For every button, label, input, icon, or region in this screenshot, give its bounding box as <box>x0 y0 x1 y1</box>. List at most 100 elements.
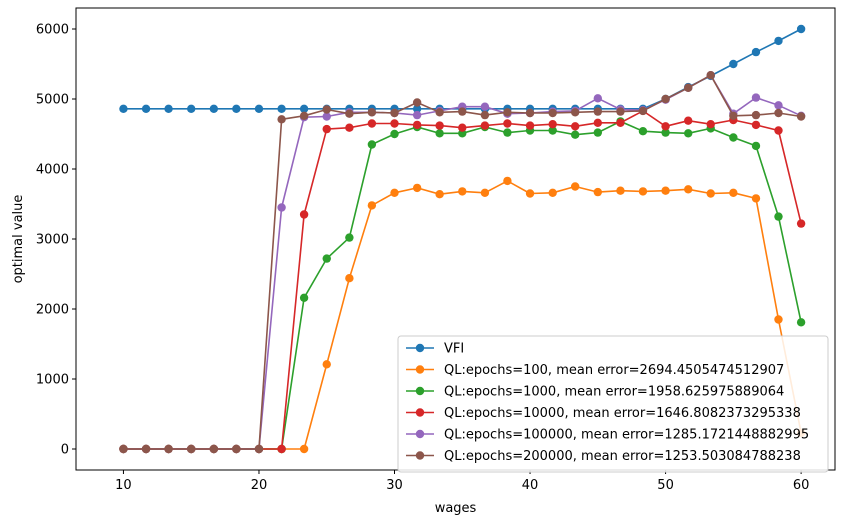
x-tick-label: 50 <box>657 478 674 493</box>
data-point <box>638 127 648 136</box>
data-point <box>548 126 557 135</box>
data-point <box>593 107 603 116</box>
data-point <box>796 219 806 228</box>
data-point <box>322 254 331 263</box>
data-point <box>119 444 128 454</box>
data-point <box>616 107 625 116</box>
legend-label: QL:epochs=200000, mean error=1253.503084… <box>444 449 801 464</box>
data-point <box>593 118 603 128</box>
y-tick-label: 0 <box>61 443 69 458</box>
data-point <box>164 104 173 114</box>
data-point <box>570 108 580 117</box>
data-point <box>593 128 603 137</box>
data-point <box>390 188 399 197</box>
data-point <box>322 360 331 369</box>
data-point <box>774 101 783 110</box>
data-point <box>458 107 467 116</box>
legend-item: QL:epochs=100, mean error=2694.450547451… <box>406 363 784 378</box>
data-point <box>119 104 128 114</box>
legend-swatch-marker <box>415 386 425 396</box>
data-point <box>774 126 783 135</box>
series-6 <box>119 71 806 454</box>
data-point <box>141 104 151 114</box>
data-point <box>458 123 467 132</box>
data-point <box>435 108 444 117</box>
data-point <box>593 187 603 197</box>
x-tick-label: 40 <box>522 478 539 493</box>
data-point <box>480 188 490 197</box>
data-point <box>684 83 693 93</box>
data-point <box>638 106 648 116</box>
data-point <box>480 121 490 130</box>
data-point <box>390 119 399 128</box>
data-point <box>796 318 806 327</box>
x-tick-label: 20 <box>251 478 268 493</box>
data-point <box>412 183 422 193</box>
data-point <box>503 176 512 186</box>
legend-item: QL:epochs=100000, mean error=1285.172144… <box>406 428 809 443</box>
data-point <box>299 293 309 302</box>
data-point <box>751 93 761 102</box>
data-point <box>277 115 286 124</box>
y-tick-label: 4000 <box>36 163 69 178</box>
legend-item: QL:epochs=10000, mean error=1646.8082373… <box>406 406 801 421</box>
x-axis: 10 20 30 40 50 60 <box>115 470 809 493</box>
data-point <box>458 187 467 196</box>
data-point <box>548 188 557 197</box>
y-tick-label: 6000 <box>36 23 69 38</box>
data-point <box>299 210 309 219</box>
legend-swatch-marker <box>415 365 425 374</box>
data-point <box>525 189 535 198</box>
data-point <box>661 186 670 195</box>
legend-item: VFI <box>406 342 464 357</box>
y-tick-label: 3000 <box>36 233 69 248</box>
data-point <box>684 116 693 125</box>
data-point <box>525 121 535 130</box>
data-point <box>164 444 173 454</box>
legend-item: QL:epochs=1000, mean error=1958.62597588… <box>406 385 784 400</box>
legend-swatch-marker <box>415 451 425 460</box>
legend-swatch-marker <box>415 343 425 353</box>
data-point <box>209 444 219 454</box>
legend-label: QL:epochs=10000, mean error=1646.8082373… <box>444 406 801 421</box>
data-point <box>480 102 490 111</box>
data-point <box>277 444 286 454</box>
data-point <box>435 121 444 130</box>
x-tick-label: 10 <box>115 478 132 493</box>
data-point <box>548 120 557 129</box>
data-point <box>751 141 761 151</box>
y-tick-label: 1000 <box>36 373 69 388</box>
legend-label: VFI <box>444 342 464 357</box>
data-point <box>390 108 399 118</box>
data-point <box>367 140 377 149</box>
data-point <box>435 190 444 199</box>
data-point <box>299 104 309 114</box>
legend-swatch-marker <box>415 408 425 417</box>
data-point <box>277 203 286 212</box>
legend-label: QL:epochs=100, mean error=2694.450547451… <box>444 363 784 378</box>
data-point <box>503 128 512 137</box>
data-point <box>345 233 354 242</box>
data-point <box>322 105 331 114</box>
data-point <box>322 112 331 121</box>
data-point <box>232 444 241 454</box>
legend-swatch-marker <box>415 429 425 439</box>
data-point <box>774 315 783 324</box>
data-point <box>345 274 354 283</box>
series-1 <box>119 24 806 114</box>
data-point <box>751 120 761 130</box>
y-axis: 0 1000 2000 3000 4000 5000 6000 <box>36 23 76 458</box>
data-point <box>774 36 783 46</box>
data-point <box>548 108 557 118</box>
data-point <box>684 129 693 138</box>
data-point <box>345 123 354 132</box>
data-point <box>277 104 286 114</box>
data-point <box>412 98 422 107</box>
x-axis-title: wages <box>435 501 477 516</box>
data-point <box>503 108 512 117</box>
data-point <box>729 59 738 69</box>
data-point <box>367 201 377 210</box>
data-point <box>616 118 625 128</box>
data-point <box>729 133 738 142</box>
